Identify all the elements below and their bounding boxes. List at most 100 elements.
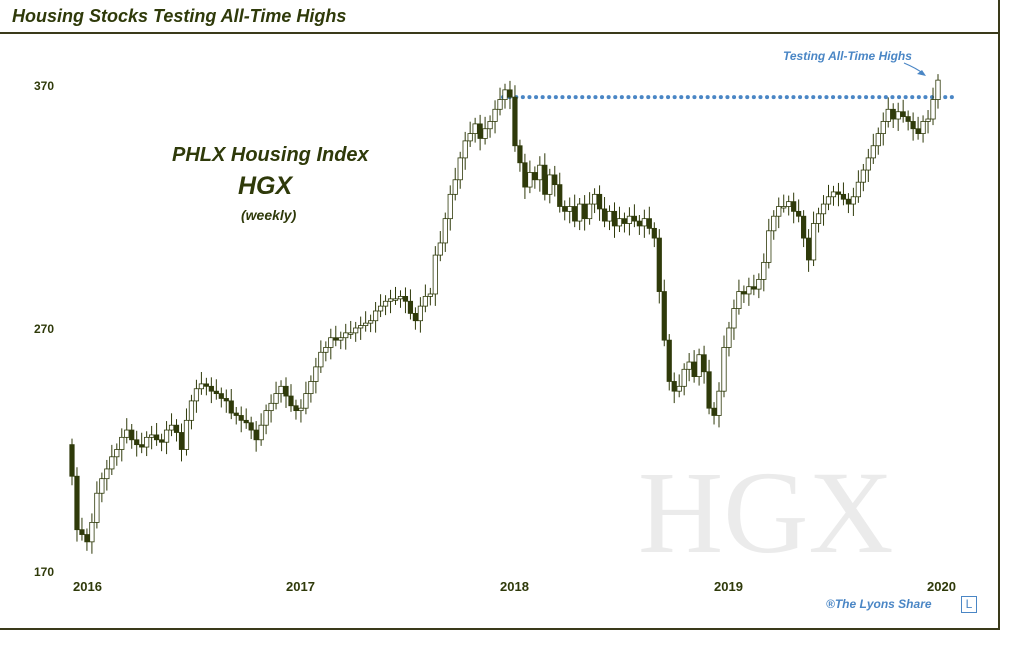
candle-down <box>139 444 145 448</box>
candle-down <box>69 444 75 477</box>
candle-down <box>134 439 140 446</box>
candle-up <box>825 196 832 205</box>
candle-down <box>178 432 185 450</box>
candle-up <box>487 121 493 130</box>
candle-up <box>323 347 329 353</box>
candle-up <box>736 291 742 309</box>
candle-up <box>830 191 837 198</box>
candle-up <box>363 322 369 326</box>
candle-down <box>517 145 523 164</box>
annotation-label: Testing All-Time Highs <box>783 49 912 63</box>
candle-up <box>318 351 324 368</box>
candle-down <box>691 361 697 377</box>
candle-up <box>686 361 692 370</box>
candle-up <box>258 424 264 441</box>
candle-up <box>368 320 374 324</box>
candle-up <box>776 206 782 217</box>
candle-down <box>407 300 414 314</box>
candle-up <box>343 332 349 339</box>
candle-up <box>885 108 891 122</box>
candle-up <box>875 133 881 147</box>
candle-down <box>562 206 568 212</box>
candle-up <box>492 108 498 122</box>
candle-up <box>930 99 936 120</box>
candle-up <box>89 522 95 543</box>
candle-up <box>353 327 359 334</box>
candle-up <box>94 492 100 523</box>
candle-up <box>452 179 458 195</box>
candle-down <box>477 123 483 139</box>
candle-down <box>412 313 419 322</box>
x-tick-label: 2019 <box>714 579 743 594</box>
candle-up <box>447 193 453 220</box>
candle-up <box>721 347 727 392</box>
candle-up <box>303 393 309 409</box>
candle-up <box>432 254 438 295</box>
candle-down <box>796 210 802 217</box>
candle-up <box>771 215 777 232</box>
candle-down <box>611 210 618 227</box>
candle-down <box>218 393 224 399</box>
candle-up <box>472 123 478 134</box>
logo-icon: L <box>961 596 977 613</box>
candle-down <box>596 193 603 210</box>
y-tick-label: 370 <box>34 79 54 93</box>
candle-down <box>671 381 677 392</box>
candle-down <box>711 407 717 416</box>
candle-down <box>631 215 638 222</box>
candle-up <box>616 218 623 227</box>
candle-down <box>253 429 259 441</box>
watermark: HGX <box>638 447 894 578</box>
candle-up <box>761 261 767 280</box>
candle-up <box>387 298 394 302</box>
candle-up <box>392 298 399 301</box>
candle-up <box>527 172 533 188</box>
candle-up <box>183 419 190 450</box>
candle-up <box>880 121 886 134</box>
candle-up <box>263 410 269 426</box>
candle-down <box>522 162 528 188</box>
candle-down <box>805 237 812 261</box>
candle-up <box>681 368 687 387</box>
candle-down <box>751 286 757 290</box>
candle-down <box>890 108 896 120</box>
candle-up <box>786 201 792 207</box>
candle-up <box>417 305 423 322</box>
candle-down <box>706 371 712 409</box>
annotation-arrowhead <box>917 70 926 76</box>
candle-up <box>606 210 613 222</box>
candle-up <box>168 424 175 431</box>
candle-down <box>288 395 294 407</box>
candle-down <box>208 385 214 392</box>
candle-up <box>746 286 752 295</box>
candle-up <box>273 393 279 404</box>
candle-down <box>79 529 85 535</box>
candle-up <box>188 400 195 421</box>
candle-down <box>402 296 409 302</box>
candle-up <box>298 407 304 412</box>
page-title: Housing Stocks Testing All-Time Highs <box>12 6 347 26</box>
candle-down <box>248 422 254 431</box>
candle-up <box>104 468 110 480</box>
candle-down <box>233 412 239 416</box>
candle-down <box>557 184 563 207</box>
candle-up <box>348 332 354 335</box>
candle-up <box>109 456 115 470</box>
candle-down <box>283 385 289 397</box>
candle-down <box>801 215 807 239</box>
candle-down <box>636 220 642 227</box>
candle-up <box>920 121 926 134</box>
candle-up <box>427 293 433 297</box>
candle-down <box>552 174 558 186</box>
candle-up <box>482 128 488 139</box>
candle-up <box>149 434 155 438</box>
candle-up <box>925 118 931 122</box>
candle-up <box>676 385 682 392</box>
candle-up <box>124 429 130 438</box>
x-tick-label: 2017 <box>286 579 315 594</box>
candle-down <box>572 206 578 222</box>
legend-frequency: (weekly) <box>241 207 297 223</box>
candle-down <box>656 237 662 292</box>
candle-down <box>845 198 852 205</box>
